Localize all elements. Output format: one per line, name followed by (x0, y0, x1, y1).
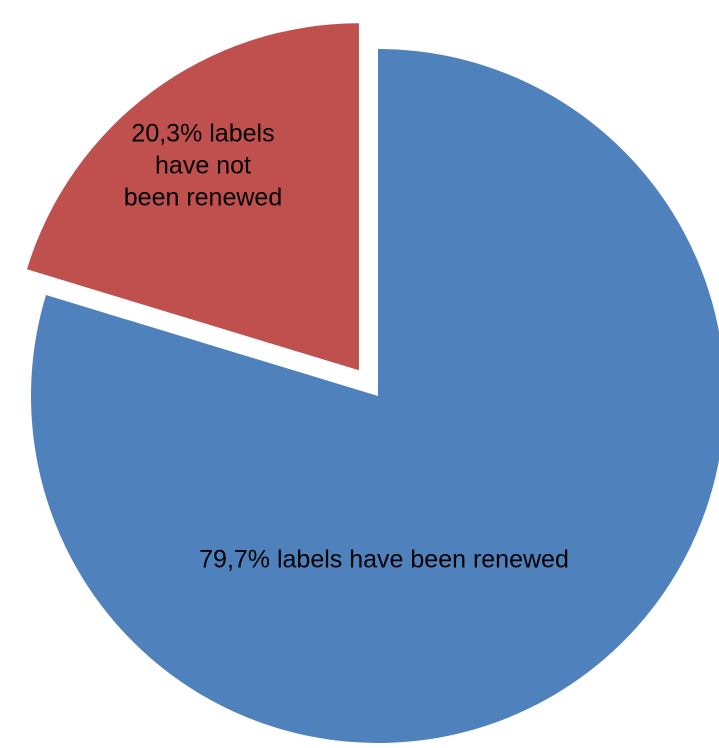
pie-labels: 79,7% labels have been renewed 20,3% labe… (124, 120, 569, 574)
slice-label-line: 20,3% labels (131, 120, 274, 148)
slice-label-line: have not (155, 152, 251, 180)
slice-label-line: 79,7% labels have been renewed (199, 546, 569, 574)
pie-slice-0 (31, 49, 719, 743)
pie-slices (26, 23, 719, 743)
pie-slice-1 (26, 23, 359, 371)
slice-label-0: 79,7% labels have been renewed (199, 546, 569, 574)
slice-label-line: been renewed (124, 184, 282, 212)
slice-label-1: 20,3% labels have not been renewed (124, 120, 282, 212)
